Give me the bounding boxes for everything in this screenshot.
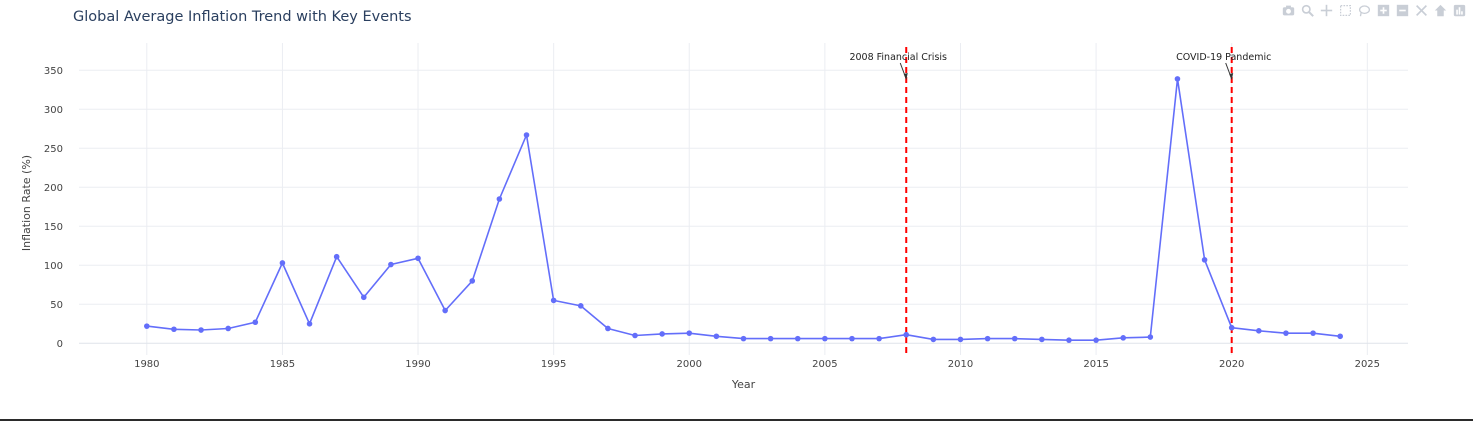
data-point — [822, 335, 828, 342]
data-point — [632, 332, 638, 339]
data-point — [144, 323, 150, 329]
data-point — [1174, 76, 1181, 82]
data-point — [1093, 337, 1099, 343]
box-select-icon[interactable] — [1338, 3, 1353, 18]
data-point — [1039, 336, 1045, 343]
data-point — [767, 335, 774, 342]
chart-title: Global Average Inflation Trend with Key … — [73, 9, 412, 25]
data-point — [876, 335, 882, 342]
data-point — [333, 253, 340, 260]
data-point — [605, 325, 611, 332]
data-point — [442, 307, 448, 314]
data-point — [1256, 328, 1262, 334]
x-tick-label: 2000 — [677, 359, 702, 370]
home-icon[interactable] — [1433, 3, 1448, 18]
data-point — [469, 278, 476, 284]
y-axis-title: Inflation Rate (%) — [20, 155, 33, 251]
y-tick-label: 300 — [44, 105, 63, 116]
x-tick-label: 1985 — [270, 359, 295, 370]
zoom-out-icon[interactable] — [1395, 3, 1410, 18]
y-tick-label: 50 — [50, 300, 63, 311]
data-point — [849, 335, 855, 342]
data-point — [984, 335, 991, 342]
event-label: 2008 Financial Crisis — [849, 52, 947, 63]
event-arrowhead — [1229, 73, 1234, 80]
y-tick-label: 0 — [57, 339, 63, 350]
series-line — [146, 78, 1341, 342]
data-point — [279, 260, 286, 266]
data-point — [1120, 335, 1127, 341]
data-point — [794, 335, 801, 342]
plotly-logo-icon[interactable] — [1452, 3, 1467, 18]
data-point — [550, 297, 557, 304]
x-axis-title: Year — [731, 378, 756, 391]
modebar — [1281, 3, 1467, 21]
data-point — [171, 326, 177, 333]
data-point — [1337, 333, 1343, 340]
data-point — [252, 319, 259, 326]
camera-icon[interactable] — [1281, 3, 1296, 18]
y-tick-label: 100 — [44, 261, 63, 272]
x-tick-label: 1980 — [134, 359, 159, 370]
data-point — [1310, 330, 1316, 336]
y-tick-label: 250 — [44, 144, 63, 155]
data-point — [686, 330, 693, 336]
event-arrowhead — [903, 73, 908, 80]
data-point — [1147, 334, 1154, 340]
autoscale-icon[interactable] — [1414, 3, 1429, 18]
data-point — [1228, 324, 1235, 331]
data-point — [930, 336, 937, 343]
data-point — [523, 132, 530, 138]
x-tick-label: 2025 — [1355, 359, 1380, 370]
data-point — [496, 196, 503, 202]
x-tick-label: 1990 — [405, 359, 430, 370]
event-markers: 2008 Financial Crisis COVID-19 Pandemic — [849, 47, 1271, 355]
zoom-icon[interactable] — [1300, 3, 1315, 18]
data-point — [740, 335, 747, 342]
bottom-divider — [0, 419, 1473, 421]
data-point — [1066, 337, 1072, 343]
data-point — [577, 303, 584, 309]
y-tick-label: 150 — [44, 222, 63, 233]
data-point — [415, 255, 421, 262]
grid — [79, 43, 1408, 355]
x-tick-label: 2010 — [948, 359, 973, 370]
data-point — [1283, 330, 1289, 336]
data-point — [713, 333, 720, 340]
data-point — [198, 327, 204, 333]
x-tick-label: 1995 — [541, 359, 566, 370]
zoom-in-icon[interactable] — [1376, 3, 1391, 18]
data-point — [903, 331, 910, 338]
data-point — [306, 321, 313, 327]
pan-icon[interactable] — [1319, 3, 1334, 18]
data-point — [360, 294, 367, 301]
y-tick-label: 200 — [44, 183, 63, 194]
data-point — [1011, 335, 1018, 342]
y-tick-label: 350 — [44, 66, 63, 77]
x-tick-label: 2015 — [1083, 359, 1108, 370]
data-point — [225, 325, 231, 332]
data-point — [388, 261, 394, 268]
lasso-select-icon[interactable] — [1357, 3, 1372, 18]
tick-labels: 1980 1985 1990 1995 2000 2005 2010 2015 2020 2025… — [44, 66, 1380, 370]
data-point — [659, 331, 665, 337]
event-label: COVID-19 Pandemic — [1176, 52, 1271, 63]
data-point — [1201, 257, 1208, 263]
x-tick-label: 2005 — [812, 359, 837, 370]
data-point — [957, 336, 964, 343]
x-tick-label: 2020 — [1219, 359, 1244, 370]
series-layer — [144, 76, 1343, 343]
